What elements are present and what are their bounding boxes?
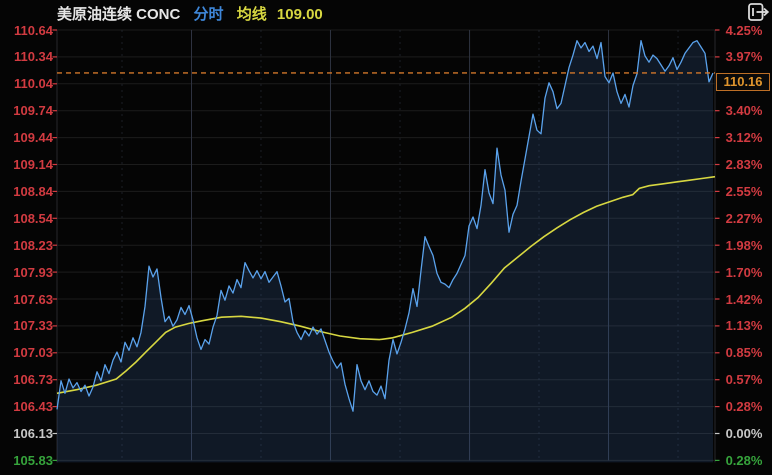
price-axis-label: 107.93 — [13, 264, 53, 280]
price-axis-label: 110.34 — [13, 49, 53, 65]
price-line — [56, 40, 714, 412]
price-axis-label: 109.74 — [13, 103, 53, 119]
price-axis-label: 110.04 — [13, 76, 53, 92]
percent-axis-label: 2.55% — [725, 183, 763, 199]
price-axis-label: 110.64 — [13, 22, 53, 38]
price-axis-label: 107.33 — [13, 318, 53, 334]
price-axis-label: 107.63 — [13, 291, 53, 307]
percent-axis-label: 0.57% — [725, 372, 763, 388]
price-area-fill — [57, 40, 713, 463]
percent-axis-label: 1.98% — [725, 237, 763, 253]
percent-axis-label: 0.00% — [725, 426, 763, 441]
price-axis-label: 106.43 — [13, 399, 53, 415]
last-price-tag: 110.16 — [716, 73, 770, 91]
landscape-rotate-button[interactable] — [747, 1, 771, 23]
landscape-rotate-icon — [748, 3, 770, 21]
ma-label: 均线 — [236, 6, 267, 23]
percent-axis-label: 3.40% — [725, 103, 763, 119]
percent-axis-label: 0.28% — [725, 452, 763, 468]
price-axis-label: 108.23 — [13, 237, 53, 253]
price-axis-label: 106.13 — [13, 426, 53, 441]
price-axis-label: 109.44 — [13, 130, 53, 146]
symbol-name: 美原油连续 CONC — [57, 6, 181, 23]
chart-header: 美原油连续 CONC 分时 均线 109.00 — [57, 3, 332, 24]
price-axis-label: 105.83 — [13, 452, 53, 468]
percent-axis-label: 1.13% — [725, 318, 763, 334]
percent-axis-label: 4.25% — [725, 22, 763, 38]
price-axis-label: 108.54 — [13, 210, 53, 226]
price-axis-label: 107.03 — [13, 345, 53, 361]
price-axis-label: 109.14 — [13, 157, 53, 172]
percent-axis-label: 0.85% — [725, 345, 763, 361]
ma-line — [56, 175, 716, 395]
price-axis-label: 108.84 — [13, 183, 53, 199]
ma-value: 109.00 — [276, 6, 323, 23]
chart-mode-label: 分时 — [193, 6, 224, 23]
percent-axis-label: 3.12% — [725, 130, 763, 146]
percent-axis-label: 2.83% — [725, 157, 763, 172]
percent-axis-label: 1.42% — [725, 291, 763, 307]
percent-axis-label: 1.70% — [725, 264, 763, 280]
percent-axis-label: 0.28% — [725, 399, 763, 415]
price-axis-label: 106.73 — [13, 372, 53, 388]
percent-axis-label: 3.97% — [725, 49, 763, 65]
percent-axis-label: 2.27% — [725, 210, 763, 226]
